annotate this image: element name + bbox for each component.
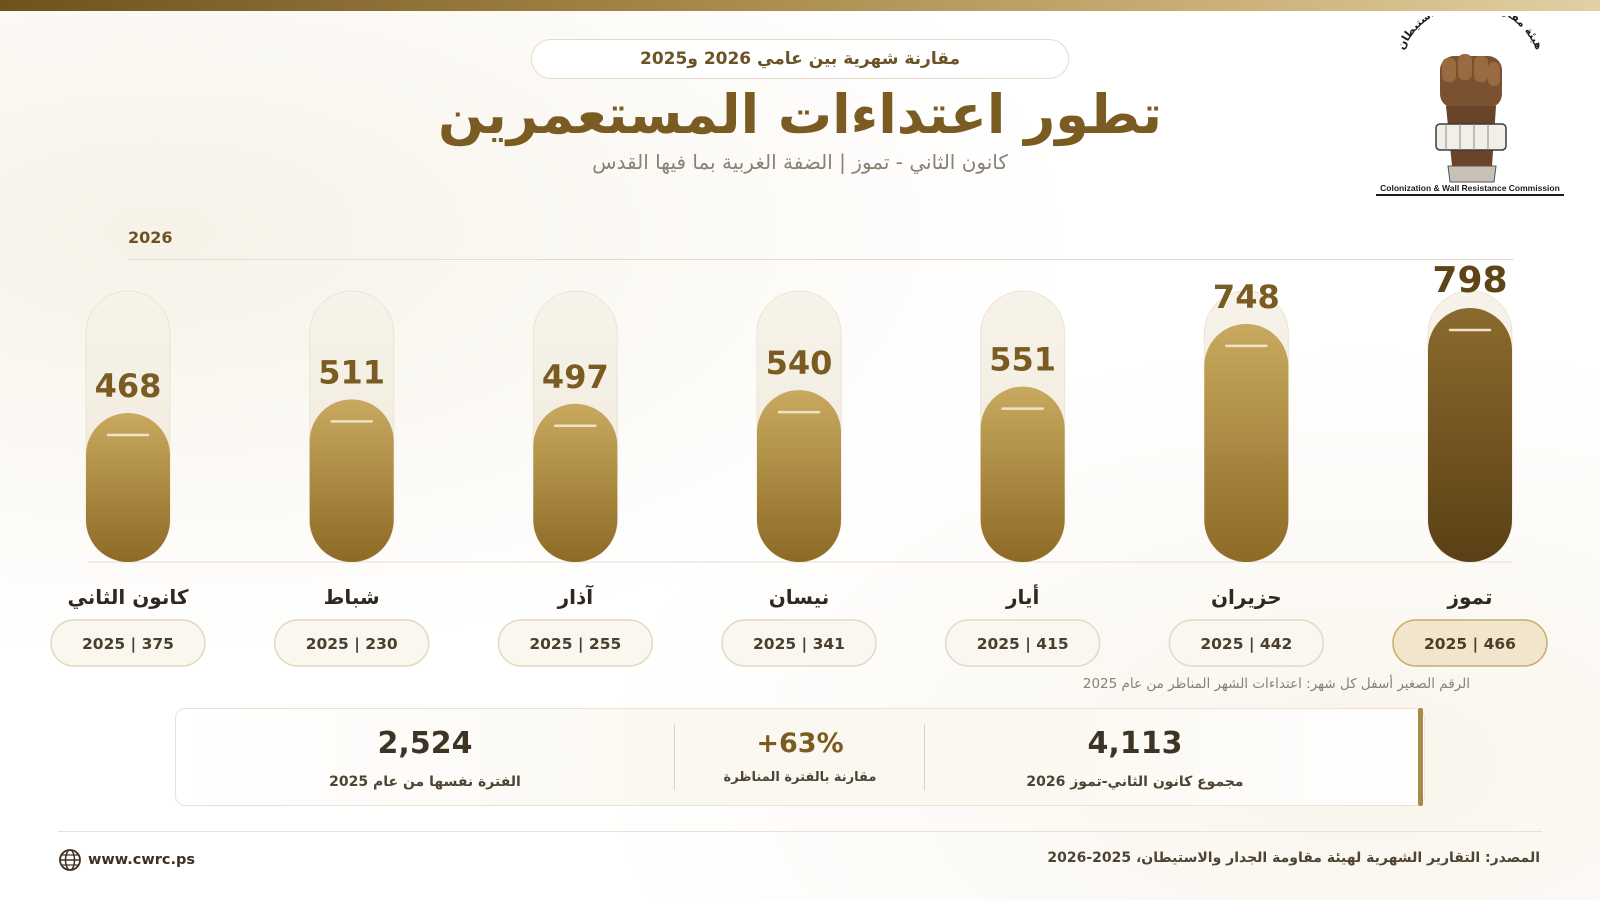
page-title: تطور اعتداءات المستعمرين	[437, 83, 1163, 146]
bar	[1428, 308, 1512, 562]
summary-panel	[175, 708, 1425, 806]
pill-2025-label: 2025 | 466	[1424, 635, 1516, 654]
page-subtitle: كانون الثاني - تموز | الضفة الغربية بما …	[592, 150, 1008, 174]
series-year-label: 2026	[128, 228, 173, 247]
summary-divider	[674, 724, 675, 790]
bar	[980, 386, 1065, 562]
bar	[533, 403, 618, 562]
summary-divider	[924, 724, 925, 790]
month-label: شباط	[324, 585, 380, 609]
top-accent-strip	[0, 0, 1600, 11]
pill-2025	[273, 619, 430, 667]
summary-accent-bar	[1418, 708, 1423, 806]
pill-2025-label: 2025 | 375	[82, 635, 174, 654]
bar	[757, 390, 841, 562]
total-2025-value: 2,524	[377, 726, 473, 761]
logo-caption: Colonization & Wall Resistance Commissio…	[1380, 183, 1560, 193]
month-label: نيسان	[769, 585, 830, 609]
bar	[309, 399, 394, 562]
bar-value-label: 511	[318, 353, 385, 391]
website-link[interactable]: www.cwrc.ps	[88, 852, 196, 868]
bar-value-label: 497	[542, 358, 609, 396]
footer-website[interactable]: www.cwrc.ps	[58, 848, 195, 872]
bar-value-label: 748	[1213, 278, 1280, 316]
pill-2025	[944, 619, 1101, 667]
bar-value-label: 798	[1432, 260, 1507, 301]
total-2025-label: الفترة نفسها من عام 2025	[329, 774, 521, 790]
month-label: أيار	[1005, 583, 1039, 609]
footer-divider	[58, 831, 1542, 832]
chart-note: الرقم الصغير أسفل كل شهر: اعتداءات الشهر…	[1082, 676, 1470, 692]
pill-2025	[497, 619, 654, 667]
raised-fist-icon	[1435, 54, 1507, 183]
month-label: تموز	[1447, 585, 1493, 609]
pill-2025-label: 2025 | 415	[977, 635, 1069, 654]
badge-text: مقارنة شهرية بين عامي 2026 و2025	[639, 49, 960, 69]
bar-value-label: 468	[95, 367, 162, 405]
pill-2025	[50, 619, 206, 667]
cwrc-logo: هيئة مقاومة الجدار والاستيطان	[1394, 16, 1546, 183]
chart-top-rule	[128, 259, 1514, 260]
change-percent-label: مقارنة بالفترة المناظرة	[723, 770, 877, 785]
total-2026-label: مجموع كانون الثاني-تموز 2026	[1026, 774, 1244, 790]
pill-2025-label: 2025 | 255	[529, 635, 621, 654]
pill-2025	[1168, 619, 1325, 667]
pill-2025	[721, 619, 877, 667]
month-label: حزيران	[1211, 585, 1282, 609]
pill-2025-label: 2025 | 230	[306, 635, 398, 654]
bar-value-label: 551	[989, 341, 1056, 379]
bar	[86, 413, 170, 562]
bar	[1204, 323, 1289, 562]
pill-2025-label: 2025 | 341	[753, 635, 845, 654]
month-label: آذار	[557, 584, 595, 609]
globe-icon	[59, 849, 81, 871]
total-2026-value: 4,113	[1087, 726, 1183, 761]
pill-2025	[1392, 619, 1548, 667]
pill-2025-label: 2025 | 442	[1200, 635, 1292, 654]
change-percent-value: +63%	[756, 728, 844, 759]
comparison-badge: مقارنة شهرية بين عامي 2026 و2025	[531, 39, 1069, 79]
month-label: كانون الثاني	[67, 585, 188, 610]
logo-underline	[1376, 194, 1564, 196]
bar-value-label: 540	[766, 344, 833, 382]
footer-source: المصدر: التقارير الشهرية لهيئة مقاومة ال…	[1047, 850, 1540, 866]
